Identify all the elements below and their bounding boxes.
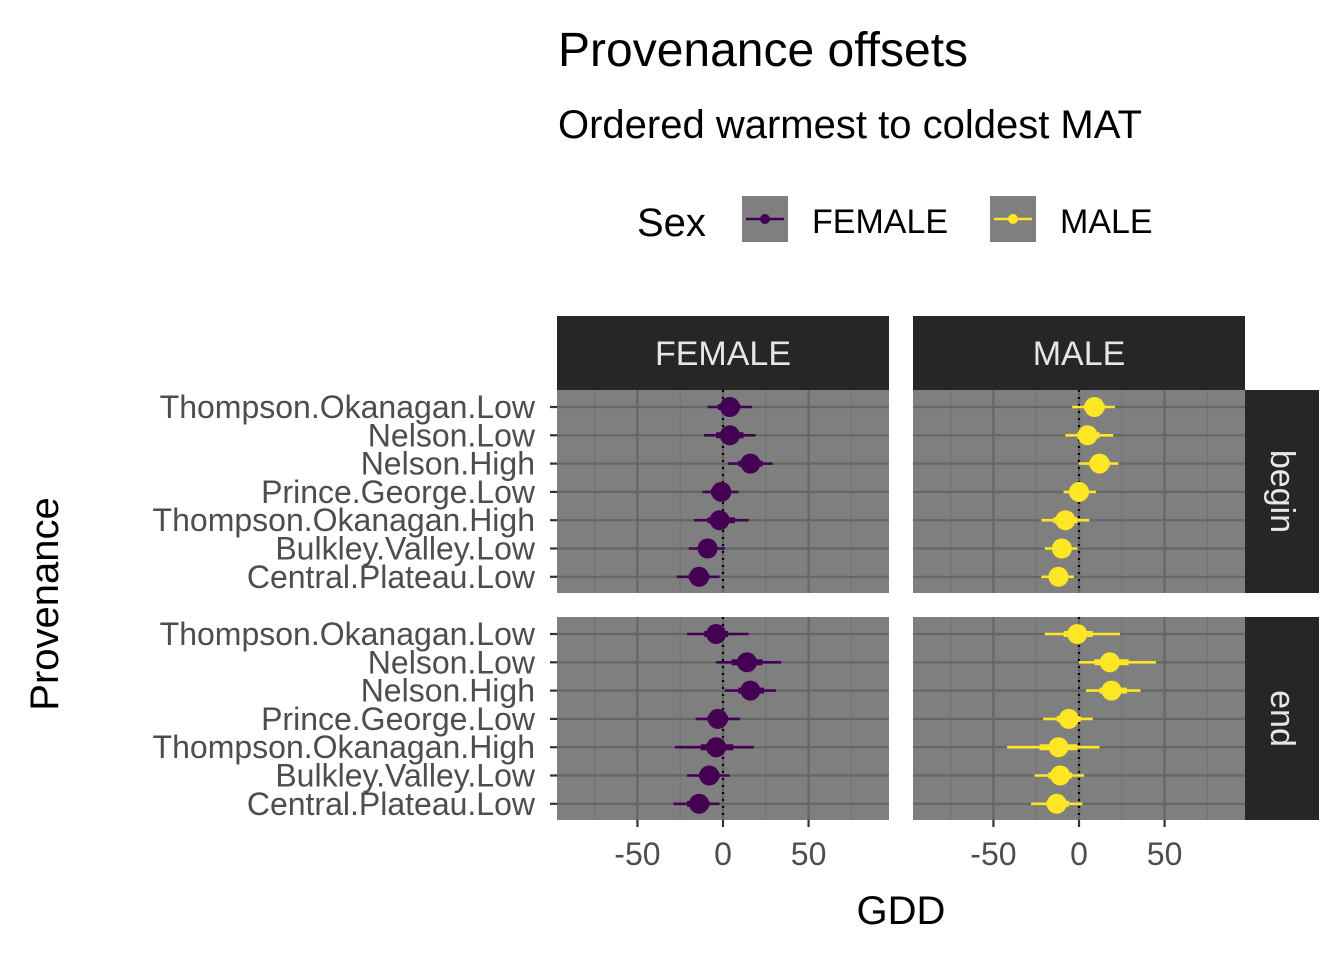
point-thompson-okanagan-high bbox=[1048, 737, 1069, 758]
point-thompson-okanagan-high bbox=[706, 737, 727, 758]
point-central-plateau-low bbox=[689, 566, 710, 587]
y-axis-title: Provenance bbox=[23, 497, 67, 710]
point-nelson-high bbox=[740, 453, 761, 474]
point-nelson-low bbox=[1077, 425, 1098, 446]
point-prince-george-low bbox=[707, 708, 728, 729]
point-thompson-okanagan-low bbox=[719, 397, 740, 417]
facet-strip-label-male: MALE bbox=[1033, 335, 1126, 373]
point-prince-george-low bbox=[1069, 481, 1089, 502]
point-prince-george-low bbox=[1058, 708, 1079, 729]
point-bulkley-valley-low bbox=[699, 765, 720, 786]
point-bulkley-valley-low bbox=[1051, 538, 1072, 559]
series-female-begin bbox=[676, 397, 773, 587]
x-tick-label: 0 bbox=[1070, 836, 1088, 872]
facet-strip-label-begin: begin bbox=[1263, 450, 1301, 533]
legend-key-male bbox=[990, 196, 1036, 242]
facet-strip-label-female: FEMALE bbox=[655, 335, 791, 373]
series-male-begin bbox=[1041, 397, 1119, 587]
x-axis-title: GDD bbox=[857, 889, 946, 933]
x-tick-label: 0 bbox=[714, 836, 732, 872]
facet-strip-label-end: end bbox=[1263, 690, 1301, 747]
legend-label-female: FEMALE bbox=[812, 203, 948, 241]
x-tick-label: -50 bbox=[614, 836, 660, 872]
chart-subtitle: Ordered warmest to coldest MAT bbox=[558, 103, 1142, 147]
series-female-end bbox=[673, 624, 782, 814]
y-tick-label-nelson-high: Nelson.High bbox=[361, 673, 535, 709]
point-thompson-okanagan-high bbox=[709, 510, 730, 531]
x-tick-label: -50 bbox=[970, 836, 1016, 872]
facet-strip-male bbox=[913, 316, 1245, 390]
point-thompson-okanagan-low bbox=[706, 624, 727, 644]
y-tick-label-prince-george-low: Prince.George.Low bbox=[261, 701, 536, 737]
facet-strip-end bbox=[1245, 617, 1319, 820]
point-nelson-high bbox=[740, 680, 761, 701]
y-tick-label-thompson-okanagan-high: Thompson.Okanagan.High bbox=[153, 502, 535, 538]
point-nelson-high bbox=[1101, 680, 1122, 701]
y-tick-label-nelson-low: Nelson.Low bbox=[368, 644, 536, 680]
point-bulkley-valley-low bbox=[697, 538, 718, 559]
legend-label-male: MALE bbox=[1060, 203, 1153, 241]
legend: Sex FEMALE MALE bbox=[637, 196, 1153, 245]
facet-strip-begin bbox=[1245, 390, 1319, 593]
chart-title: Provenance offsets bbox=[558, 24, 968, 77]
y-tick-label-central-plateau-low: Central.Plateau.Low bbox=[247, 559, 536, 595]
y-tick-label-bulkley-valley-low: Bulkley.Valley.Low bbox=[275, 531, 536, 567]
point-nelson-low bbox=[719, 425, 740, 446]
point-bulkley-valley-low bbox=[1050, 765, 1071, 786]
y-tick-label-thompson-okanagan-high: Thompson.Okanagan.High bbox=[153, 729, 535, 765]
y-tick-label-nelson-high: Nelson.High bbox=[361, 446, 535, 482]
y-tick-label-thompson-okanagan-low: Thompson.Okanagan.Low bbox=[160, 389, 536, 425]
point-central-plateau-low bbox=[1046, 793, 1067, 814]
point-thompson-okanagan-low bbox=[1084, 397, 1105, 417]
point-prince-george-low bbox=[711, 481, 732, 502]
point-nelson-low bbox=[1099, 652, 1120, 673]
point-nelson-high bbox=[1089, 453, 1110, 474]
point-nelson-low bbox=[736, 652, 757, 673]
plot-area: FEMALE MALEbeginendThompson.Okanagan.LowN… bbox=[153, 316, 1319, 872]
x-tick-label: 50 bbox=[1147, 836, 1183, 872]
y-tick-label-thompson-okanagan-low: Thompson.Okanagan.Low bbox=[160, 616, 536, 652]
point-thompson-okanagan-high bbox=[1055, 510, 1076, 531]
y-tick-label-prince-george-low: Prince.George.Low bbox=[261, 474, 536, 510]
legend-key-female bbox=[742, 196, 788, 242]
facet-strip-female bbox=[557, 316, 889, 390]
y-tick-label-central-plateau-low: Central.Plateau.Low bbox=[247, 786, 536, 822]
point-thompson-okanagan-low bbox=[1067, 624, 1088, 644]
y-tick-label-bulkley-valley-low: Bulkley.Valley.Low bbox=[275, 758, 536, 794]
legend-title: Sex bbox=[637, 201, 706, 245]
series-male-end bbox=[1007, 624, 1157, 814]
y-tick-label-nelson-low: Nelson.Low bbox=[368, 417, 536, 453]
x-tick-label: 50 bbox=[791, 836, 827, 872]
point-central-plateau-low bbox=[689, 793, 710, 814]
point-central-plateau-low bbox=[1048, 566, 1069, 587]
